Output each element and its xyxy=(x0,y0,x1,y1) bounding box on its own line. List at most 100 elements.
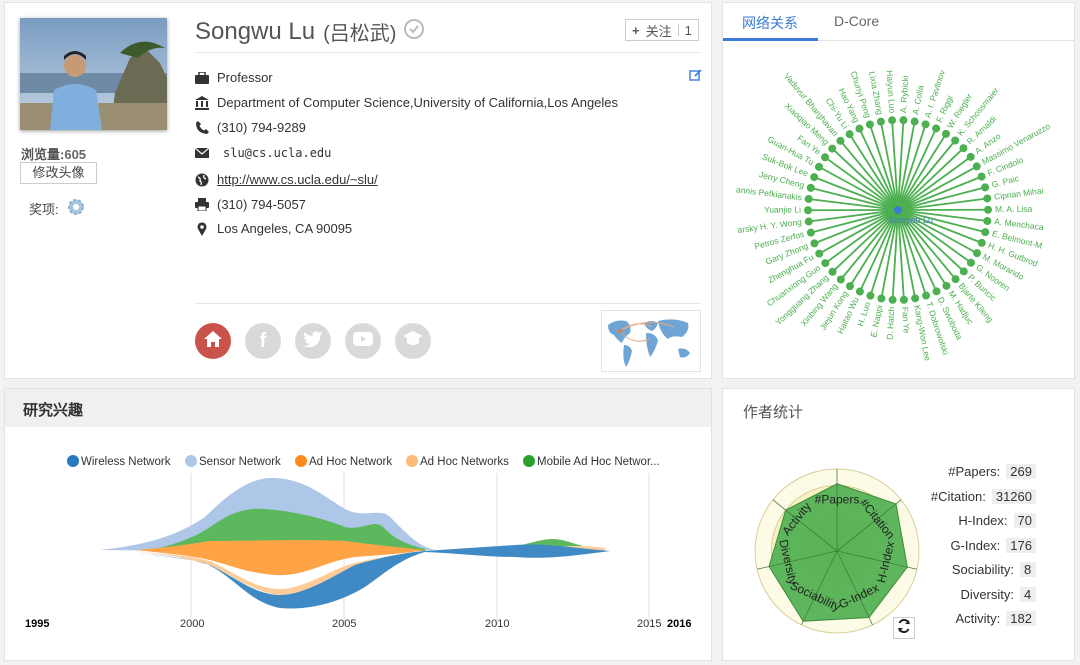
network-node[interactable] xyxy=(951,275,960,284)
network-node[interactable] xyxy=(821,259,830,268)
network-node[interactable] xyxy=(910,117,919,126)
follow-button[interactable]: + 关注 1 xyxy=(625,19,699,41)
network-node[interactable] xyxy=(981,183,990,192)
network-node[interactable] xyxy=(981,228,990,237)
network-node-label[interactable]: Fan Ye xyxy=(900,306,912,333)
follow-label: 关注 xyxy=(645,23,672,39)
network-edge xyxy=(897,209,905,300)
network-edge xyxy=(897,209,927,296)
network-node[interactable] xyxy=(899,116,908,125)
homepage-link[interactable]: http://www.cs.ucla.edu/~slu/ xyxy=(217,172,378,187)
network-node[interactable] xyxy=(804,206,813,215)
network-node[interactable] xyxy=(932,124,941,133)
network-node[interactable] xyxy=(922,291,931,300)
network-node[interactable] xyxy=(804,194,813,203)
network-node[interactable] xyxy=(899,295,908,304)
radar-axis xyxy=(836,550,918,570)
stat-row: Sociability: 8 xyxy=(723,562,1036,577)
legend-label-3[interactable]: Ad Hoc Networks xyxy=(420,456,509,468)
network-node[interactable] xyxy=(983,194,992,203)
network-node-label[interactable]: Ciprian Mihai xyxy=(993,185,1044,201)
fax-row: (310) 794-5057 xyxy=(195,197,306,212)
author-stats-panel: 作者统计 #Papers #Citation H-Index G-Index Socia… xyxy=(722,388,1075,661)
change-photo-button[interactable]: 修改头像 xyxy=(20,162,97,184)
network-node[interactable] xyxy=(806,228,815,237)
network-node[interactable] xyxy=(855,287,864,296)
network-node[interactable] xyxy=(804,217,813,226)
network-node[interactable] xyxy=(921,120,930,129)
network-node[interactable] xyxy=(855,124,864,133)
legend-swatch-0 xyxy=(67,455,79,467)
network-node[interactable] xyxy=(983,217,992,226)
network-node[interactable] xyxy=(977,172,986,181)
network-node[interactable] xyxy=(806,183,815,192)
network-node[interactable] xyxy=(815,249,824,258)
network-node-label[interactable]: A. Rybicki xyxy=(898,75,910,113)
phone-icon xyxy=(195,121,209,135)
network-node[interactable] xyxy=(966,152,975,161)
network-node[interactable] xyxy=(876,117,885,126)
network-node[interactable] xyxy=(845,282,854,291)
network-node[interactable] xyxy=(972,249,981,258)
facebook-social-button[interactable]: f xyxy=(245,323,281,359)
envelope-icon xyxy=(195,146,209,160)
legend-label-1[interactable]: Sensor Network xyxy=(199,456,281,468)
network-node[interactable] xyxy=(972,162,981,171)
network-node[interactable] xyxy=(877,294,886,303)
network-node[interactable] xyxy=(942,281,951,290)
edit-profile-icon[interactable] xyxy=(689,68,703,87)
tab-dcore[interactable]: D-Core xyxy=(834,13,880,29)
network-node-label[interactable]: M. A. Lisa xyxy=(995,204,1033,214)
network-node[interactable] xyxy=(888,295,897,304)
network-node[interactable] xyxy=(942,129,951,138)
network-node[interactable] xyxy=(821,153,830,162)
affiliation-text: Department of Computer Science,Universit… xyxy=(217,95,619,110)
legend-label-2[interactable]: Ad Hoc Network xyxy=(309,456,392,468)
network-edge xyxy=(880,209,899,299)
home-social-button[interactable] xyxy=(195,323,231,359)
legend-label-0[interactable]: Wireless Network xyxy=(81,456,171,468)
facebook-icon: f xyxy=(259,329,267,352)
network-node[interactable] xyxy=(836,275,845,284)
scholar-social-button[interactable] xyxy=(395,323,431,359)
twitter-social-button[interactable] xyxy=(295,323,331,359)
stat-value: 8 xyxy=(1020,562,1036,577)
network-node-label[interactable]: E. Nappi xyxy=(868,304,884,338)
network-node[interactable] xyxy=(932,287,941,296)
network-node[interactable] xyxy=(828,144,837,153)
network-node-label[interactable]: Yuanjie Li xyxy=(764,205,801,215)
network-node[interactable] xyxy=(951,136,960,145)
network-node-label[interactable]: Haiyun Luo xyxy=(885,70,898,114)
network-node-label[interactable]: D. Hatch xyxy=(884,306,896,340)
network-edge xyxy=(858,128,899,211)
network-node[interactable] xyxy=(866,291,875,300)
stat-row: Activity: 182 xyxy=(723,611,1036,626)
network-center-node[interactable] xyxy=(894,206,902,214)
network-node[interactable] xyxy=(888,116,897,125)
network-node[interactable] xyxy=(983,205,992,214)
tab-network[interactable]: 网络关系 xyxy=(742,15,798,31)
network-node[interactable] xyxy=(977,238,986,247)
network-node[interactable] xyxy=(828,267,837,276)
award-gear-icon[interactable] xyxy=(67,198,85,219)
network-node[interactable] xyxy=(911,294,920,303)
network-node[interactable] xyxy=(810,173,819,182)
network-node[interactable] xyxy=(959,144,968,153)
legend: Wireless Network Sensor Network Ad Hoc N… xyxy=(67,455,660,468)
network-node[interactable] xyxy=(959,267,968,276)
network-node[interactable] xyxy=(810,239,819,248)
network-node[interactable] xyxy=(966,258,975,267)
axis-start-label: 1995 xyxy=(25,618,49,630)
legend-label-4[interactable]: Mobile Ad Hoc Networ... xyxy=(537,456,660,468)
stat-label: Diversity: xyxy=(960,586,1014,602)
network-node[interactable] xyxy=(865,120,874,129)
network-node[interactable] xyxy=(815,162,824,171)
youtube-social-button[interactable] xyxy=(345,323,381,359)
world-map-thumbnail[interactable] xyxy=(601,310,701,372)
briefcase-icon xyxy=(195,71,209,85)
network-node[interactable] xyxy=(836,136,845,145)
refresh-button[interactable] xyxy=(893,617,915,639)
network-node[interactable] xyxy=(845,130,854,139)
homepage-row: http://www.cs.ucla.edu/~slu/ xyxy=(195,172,378,187)
